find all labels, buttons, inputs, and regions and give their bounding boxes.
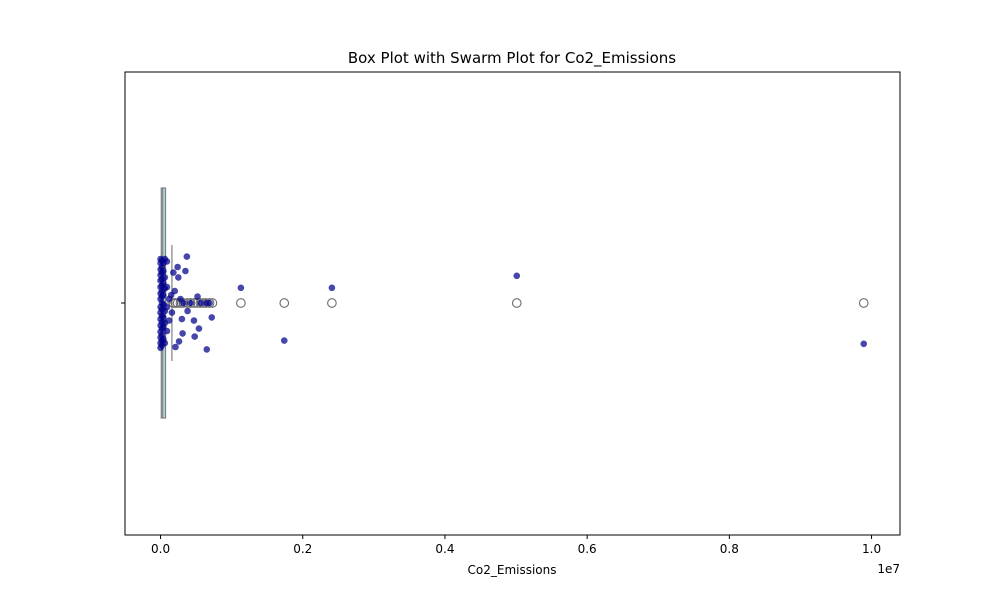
- outlier-point: [511, 298, 522, 308]
- swarm-point: [178, 315, 186, 323]
- swarm-point: [860, 340, 868, 348]
- swarm-point: [187, 299, 194, 307]
- swarm-point: [328, 284, 336, 292]
- swarm-point: [206, 299, 213, 307]
- swarm-layer: [157, 253, 868, 353]
- swarm-point: [163, 327, 171, 335]
- swarm-point: [168, 309, 176, 316]
- swarm-point: [175, 274, 182, 281]
- swarm-point: [163, 303, 171, 311]
- outlier-point: [236, 298, 246, 308]
- swarm-point: [280, 337, 288, 344]
- swarm-point: [170, 269, 177, 276]
- x-tick-label: 0.6: [578, 542, 597, 556]
- x-tick-label: 1.0: [862, 542, 881, 556]
- swarm-point: [179, 330, 186, 337]
- swarm-point: [237, 284, 245, 292]
- swarm-point: [161, 339, 169, 347]
- swarm-point: [161, 274, 169, 281]
- swarm-point: [208, 314, 216, 321]
- swarm-point: [165, 317, 173, 324]
- swarm-point: [172, 343, 179, 351]
- swarm-point: [197, 299, 204, 307]
- swarm-point: [163, 283, 171, 291]
- swarm-point: [182, 267, 189, 275]
- swarm-point: [160, 267, 167, 275]
- swarm-point: [183, 253, 191, 260]
- swarm-point: [175, 338, 183, 345]
- x-axis: 0.0 0.2 0.4 0.6 0.8 1.0: [151, 535, 881, 556]
- swarm-point: [191, 333, 198, 340]
- x-tick-label: 0.8: [720, 542, 739, 556]
- x-tick-label: 0.4: [435, 542, 454, 556]
- x-offset-text: 1e7: [877, 562, 900, 576]
- outlier-point: [279, 298, 290, 308]
- x-tick-label: 0.0: [151, 542, 170, 556]
- swarm-point: [160, 291, 167, 299]
- x-tick-label: 0.2: [293, 542, 312, 556]
- swarm-point: [203, 346, 211, 353]
- outlier-point: [858, 298, 869, 308]
- swarm-point: [190, 317, 198, 324]
- swarm-point: [160, 314, 167, 321]
- outlier-point: [327, 298, 337, 308]
- swarm-point: [163, 258, 171, 265]
- swarm-point: [184, 307, 191, 315]
- swarm-point: [195, 325, 203, 332]
- swarm-point: [513, 272, 521, 280]
- x-axis-label: Co2_Emissions: [468, 563, 557, 577]
- swarm-point: [180, 299, 187, 307]
- swarm-point: [174, 263, 181, 271]
- swarm-point: [194, 293, 201, 300]
- chart-title: Box Plot with Swarm Plot for Co2_Emissio…: [348, 49, 676, 68]
- swarm-point: [171, 287, 179, 295]
